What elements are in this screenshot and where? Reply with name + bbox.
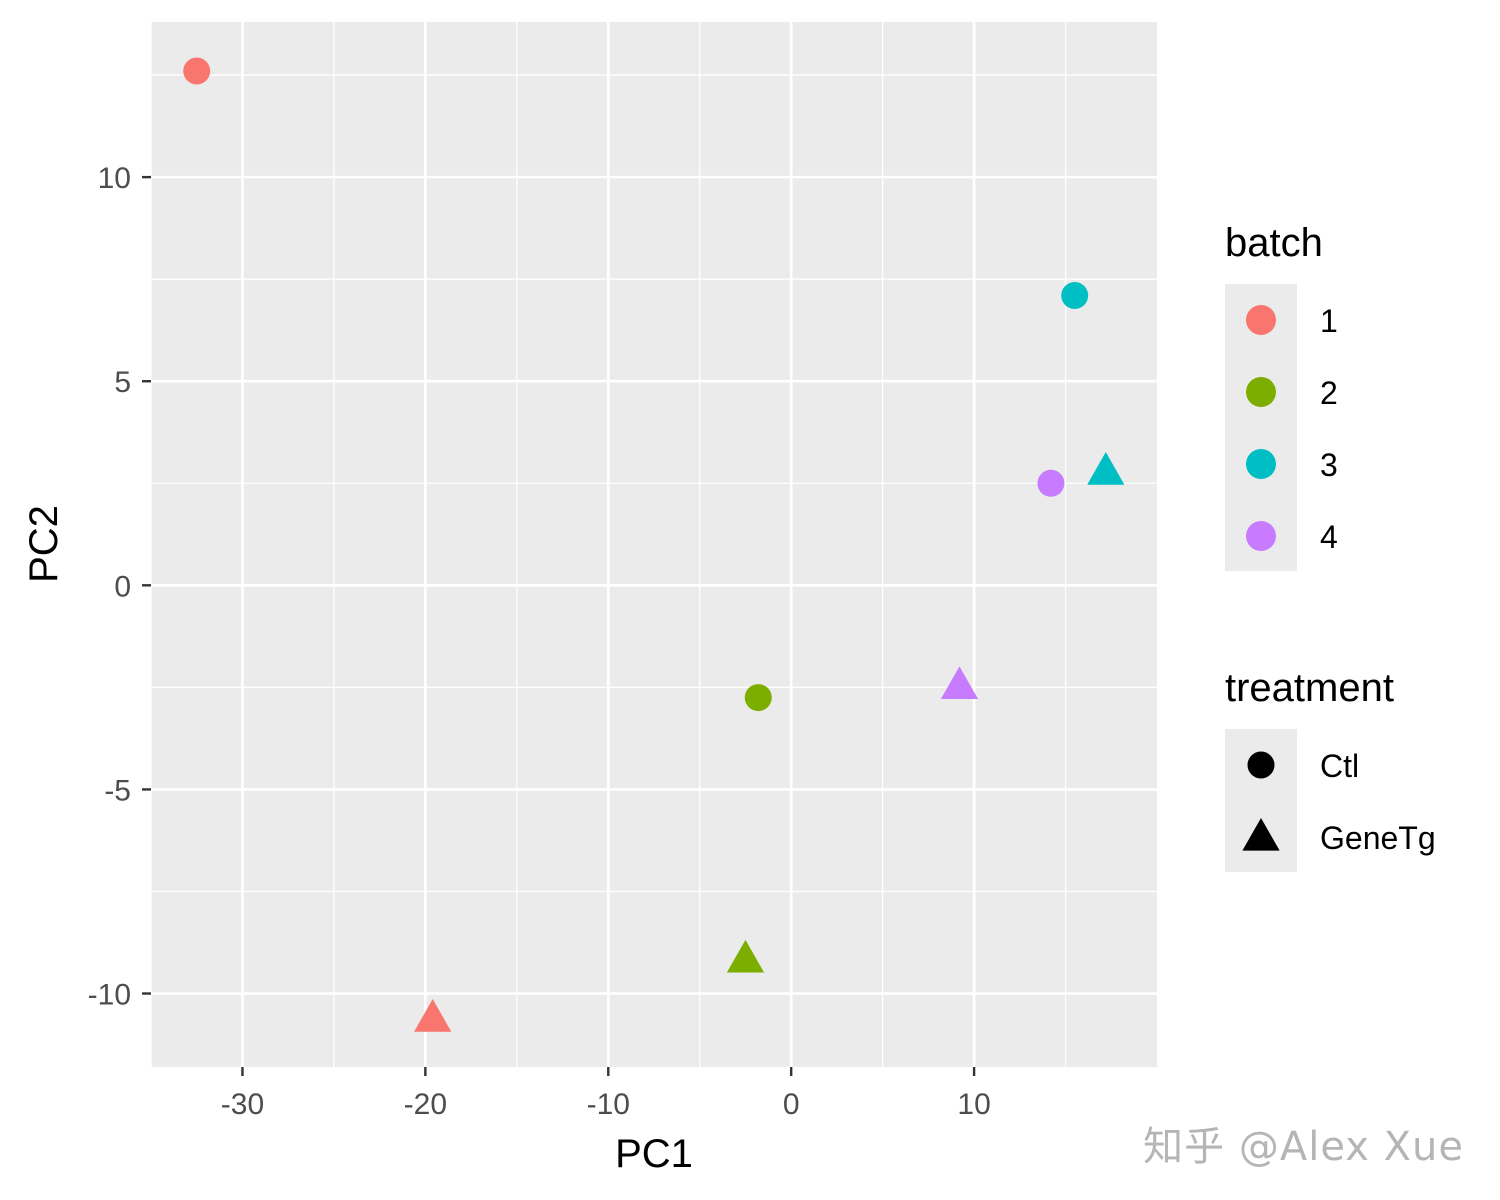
- y-tick-label: -10: [88, 979, 131, 1012]
- x-tick-label: 0: [783, 1088, 800, 1121]
- y-tick-label: 10: [98, 162, 131, 195]
- data-point-batch-1-ctl: [183, 57, 211, 85]
- legend-batch-key-3: [1246, 449, 1276, 479]
- plot-panel: [151, 22, 1157, 1067]
- data-point-batch-4-genetg: [940, 666, 979, 700]
- x-tick-label: -20: [404, 1088, 447, 1121]
- legend-batch-key-2: [1246, 377, 1276, 407]
- minor-gridlines: [150, 22, 1157, 1067]
- x-tick-label: -10: [587, 1088, 630, 1121]
- data-point-batch-2-ctl: [744, 684, 772, 712]
- major-gridlines: [151, 22, 1157, 1067]
- x-axis-ticks: -30 -20 -10 0 10: [221, 1067, 991, 1121]
- data-point-batch-3-ctl: [1061, 281, 1089, 309]
- legend-treatment-label: GeneTg: [1320, 820, 1436, 856]
- legend-batch-key-1: [1246, 305, 1276, 335]
- y-axis-title: PC2: [22, 505, 66, 583]
- legend-treatment-title: treatment: [1225, 666, 1394, 710]
- legend-batch-label: 3: [1320, 447, 1338, 483]
- legend-batch-key-4: [1246, 521, 1276, 551]
- x-tick-label: -30: [221, 1088, 264, 1121]
- legend-batch: batch 1 2 3 4: [1225, 221, 1338, 571]
- legend-batch-label: 1: [1320, 303, 1338, 339]
- watermark-text: 知乎 @Alex Xue: [1143, 1124, 1464, 1170]
- y-axis-ticks: -10 -5 0 5 10: [88, 162, 151, 1012]
- y-tick-label: 5: [114, 366, 131, 399]
- data-points: [183, 57, 1125, 1032]
- x-tick-label: 10: [957, 1088, 990, 1121]
- legend-treatment: treatment Ctl GeneTg: [1225, 666, 1436, 872]
- legend-treatment-key-genetg: [1242, 818, 1280, 851]
- y-tick-label: 0: [114, 570, 131, 603]
- x-axis-title: PC1: [615, 1132, 693, 1176]
- legend-treatment-key-ctl: [1247, 751, 1275, 779]
- legend-treatment-label: Ctl: [1320, 748, 1359, 784]
- data-point-batch-2-genetg: [726, 939, 765, 973]
- legend-batch-label: 4: [1320, 519, 1338, 555]
- y-tick-label: -5: [104, 774, 131, 807]
- legend-batch-title: batch: [1225, 221, 1323, 265]
- data-point-batch-4-ctl: [1037, 469, 1065, 497]
- data-point-batch-1-genetg: [414, 999, 452, 1032]
- data-point-batch-3-genetg: [1087, 452, 1125, 485]
- legend-batch-label: 2: [1320, 375, 1338, 411]
